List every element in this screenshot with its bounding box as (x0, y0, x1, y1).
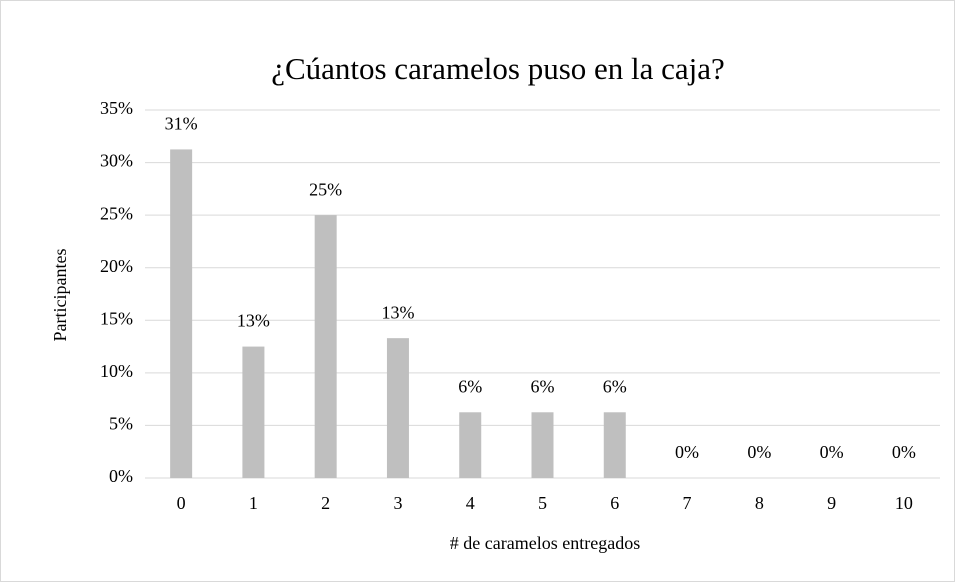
x-tick-label: 4 (466, 493, 475, 513)
x-tick-label: 1 (249, 493, 258, 513)
bar (170, 149, 193, 478)
x-tick-label: 10 (895, 493, 913, 513)
data-label: 6% (458, 376, 482, 396)
data-label: 0% (892, 442, 916, 462)
data-label: 0% (747, 442, 771, 462)
data-label: 6% (531, 376, 555, 396)
data-label: 13% (237, 311, 270, 331)
x-tick-label: 5 (538, 493, 547, 513)
data-label: 31% (165, 114, 198, 134)
x-tick-label: 0 (177, 493, 186, 513)
y-tick-label: 30% (100, 151, 133, 171)
chart-title: ¿Cúantos caramelos puso en la caja? (271, 51, 725, 86)
y-tick-label: 35% (100, 98, 133, 118)
y-axis-title: Participantes (50, 249, 70, 342)
y-tick-label: 15% (100, 308, 133, 328)
x-tick-label: 7 (683, 493, 692, 513)
y-tick-label: 10% (100, 361, 133, 381)
y-tick-label: 25% (100, 203, 133, 223)
data-label: 0% (675, 442, 699, 462)
x-tick-label: 8 (755, 493, 764, 513)
bar (242, 346, 265, 478)
bar (386, 338, 409, 478)
data-label: 6% (603, 376, 627, 396)
x-tick-label: 6 (610, 493, 619, 513)
data-label: 13% (381, 302, 414, 322)
data-label: 0% (820, 442, 844, 462)
data-label: 25% (309, 179, 342, 199)
y-tick-label: 0% (109, 466, 133, 486)
x-tick-label: 9 (827, 493, 836, 513)
x-axis-title: # de caramelos entregados (450, 533, 640, 553)
x-tick-label: 2 (321, 493, 330, 513)
bar (531, 412, 554, 478)
y-tick-label: 20% (100, 256, 133, 276)
bar (459, 412, 482, 478)
bar (603, 412, 626, 478)
bar (314, 215, 337, 478)
y-tick-label: 5% (109, 414, 133, 434)
x-tick-label: 3 (393, 493, 402, 513)
